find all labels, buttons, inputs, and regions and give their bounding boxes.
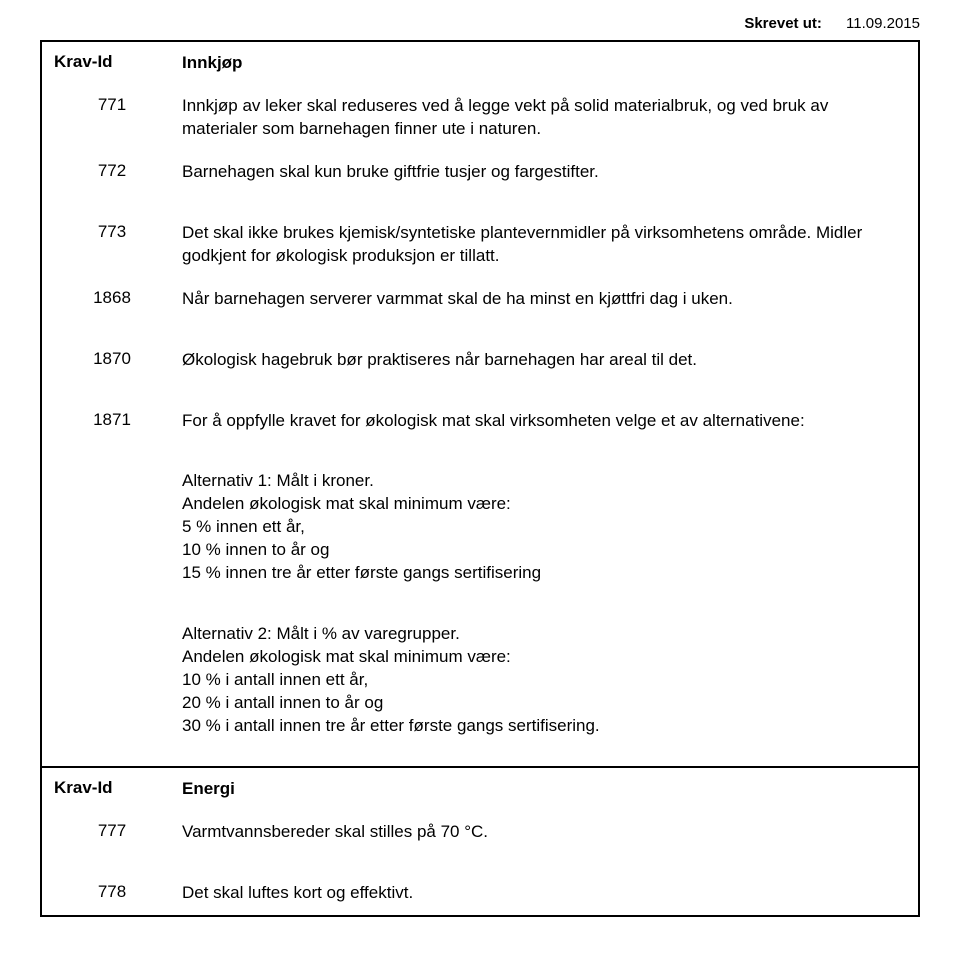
krav-id-header: Krav-Id bbox=[42, 42, 182, 82]
page: Skrevet ut: 11.09.2015 Krav-Id Innkjøp 7… bbox=[0, 0, 960, 957]
krav-id-empty bbox=[42, 595, 182, 651]
krav-id: 773 bbox=[42, 194, 182, 252]
alt2-title: Alternativ 2: Målt i % av varegrupper. bbox=[182, 623, 900, 646]
alt2-line: 20 % i antall innen to år og bbox=[182, 692, 900, 715]
krav-text: Innkjøp av leker skal reduseres ved å le… bbox=[182, 85, 918, 151]
alt1-line: 15 % innen tre år etter første gangs ser… bbox=[182, 562, 900, 585]
table-row: 772 Barnehagen skal kun bruke giftfrie t… bbox=[42, 151, 918, 194]
krav-id: 1868 bbox=[42, 278, 182, 318]
krav-id: 772 bbox=[42, 151, 182, 191]
table-row: 778 Det skal luftes kort og effektivt. bbox=[42, 854, 918, 915]
table-row: 771 Innkjøp av leker skal reduseres ved … bbox=[42, 85, 918, 151]
table-row: 773 Det skal ikke brukes kjemisk/synteti… bbox=[42, 194, 918, 278]
krav-text: Barnehagen skal kun bruke giftfrie tusje… bbox=[182, 151, 918, 194]
alt2-block: Alternativ 2: Målt i % av varegrupper. A… bbox=[182, 595, 918, 766]
alt2-line: 10 % i antall innen ett år, bbox=[182, 669, 900, 692]
krav-id: 1871 bbox=[42, 382, 182, 440]
alt1-line: 5 % innen ett år, bbox=[182, 516, 900, 539]
print-header: Skrevet ut: 11.09.2015 bbox=[40, 15, 920, 32]
print-date: 11.09.2015 bbox=[846, 15, 920, 32]
alt2-line: 30 % i antall innen tre år etter første … bbox=[182, 715, 900, 738]
table-row: 1871 For å oppfylle kravet for økologisk… bbox=[42, 382, 918, 443]
krav-id: 771 bbox=[42, 85, 182, 125]
alt1-line: 10 % innen to år og bbox=[182, 539, 900, 562]
krav-id: 778 bbox=[42, 854, 182, 912]
section-energi: Krav-Id Energi 777 Varmtvannsbereder ska… bbox=[40, 768, 920, 917]
section-title: Innkjøp bbox=[182, 42, 918, 85]
section-heading-row: Krav-Id Innkjøp bbox=[42, 42, 918, 85]
krav-id-empty bbox=[42, 442, 182, 480]
krav-text: Når barnehagen serverer varmmat skal de … bbox=[182, 278, 918, 321]
table-row: 1870 Økologisk hagebruk bør praktiseres … bbox=[42, 321, 918, 382]
krav-id-header: Krav-Id bbox=[42, 768, 182, 808]
krav-text: Det skal luftes kort og effektivt. bbox=[182, 854, 918, 915]
alt1-line: Andelen økologisk mat skal minimum være: bbox=[182, 493, 900, 516]
table-row: Alternativ 1: Målt i kroner. Andelen øko… bbox=[42, 442, 918, 595]
krav-id: 1870 bbox=[42, 321, 182, 379]
krav-text: Det skal ikke brukes kjemisk/syntetiske … bbox=[182, 194, 918, 278]
krav-text: Økologisk hagebruk bør praktiseres når b… bbox=[182, 321, 918, 382]
table-row: Alternativ 2: Målt i % av varegrupper. A… bbox=[42, 595, 918, 766]
section-innkjop: Krav-Id Innkjøp 771 Innkjøp av leker ska… bbox=[40, 40, 920, 768]
krav-id: 777 bbox=[42, 811, 182, 851]
alt2-line: Andelen økologisk mat skal minimum være: bbox=[182, 646, 900, 669]
alt1-block: Alternativ 1: Målt i kroner. Andelen øko… bbox=[182, 442, 918, 595]
alt1-title: Alternativ 1: Målt i kroner. bbox=[182, 470, 900, 493]
section-heading-row: Krav-Id Energi bbox=[42, 768, 918, 811]
section-title: Energi bbox=[182, 768, 918, 811]
krav-text: Varmtvannsbereder skal stilles på 70 °C. bbox=[182, 811, 918, 854]
krav-text: For å oppfylle kravet for økologisk mat … bbox=[182, 382, 918, 443]
table-row: 1868 Når barnehagen serverer varmmat ska… bbox=[42, 278, 918, 321]
table-row: 777 Varmtvannsbereder skal stilles på 70… bbox=[42, 811, 918, 854]
print-label: Skrevet ut: bbox=[744, 15, 822, 32]
